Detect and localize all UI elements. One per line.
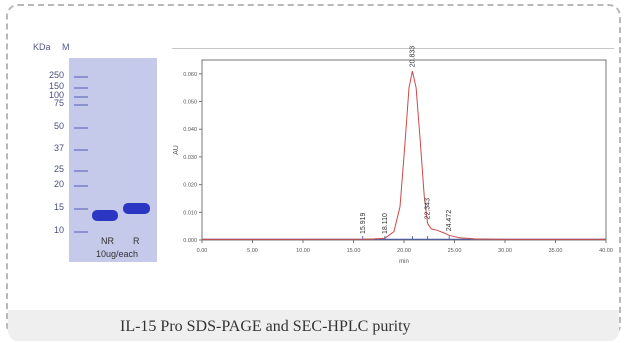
marker-label-37: 37 xyxy=(53,143,64,153)
marker-band xyxy=(74,87,88,89)
marker-label-25: 25 xyxy=(53,164,64,174)
x-tick-label: 0.00 xyxy=(197,248,208,254)
x-tick-label: 40.00 xyxy=(599,248,613,254)
gel-image xyxy=(69,58,157,262)
y-tick-label: 0.050 xyxy=(183,100,197,106)
sds-page-gel-panel: KDa M xyxy=(14,38,164,266)
chromatogram-trace xyxy=(201,70,606,240)
marker-band xyxy=(74,170,88,172)
gel-marker-label: M xyxy=(62,42,70,52)
peak-label-4: 24.472 xyxy=(446,210,453,232)
y-tick-label: 0.010 xyxy=(183,210,197,216)
marker-band xyxy=(74,185,88,187)
gel-load-label: 10ug/each xyxy=(96,249,139,259)
gel-unit-label: KDa xyxy=(33,42,51,52)
marker-label-250: 250 xyxy=(48,70,64,80)
chart-top-rule xyxy=(172,48,614,49)
marker-label-15: 15 xyxy=(53,202,64,212)
lane-label-nr: NR xyxy=(101,236,114,246)
marker-label-100: 100 xyxy=(48,90,64,100)
x-tick-label: 30.00 xyxy=(498,248,512,254)
figure-caption: IL-15 Pro SDS-PAGE and SEC-HPLC purity xyxy=(120,318,411,335)
marker-band xyxy=(74,231,88,233)
marker-label-75: 75 xyxy=(53,98,64,108)
marker-label-20: 20 xyxy=(53,179,64,189)
y-tick-label: 0.000 xyxy=(183,238,197,244)
marker-band xyxy=(74,208,88,210)
marker-label-50: 50 xyxy=(53,121,64,131)
x-tick-label: 5.00 xyxy=(247,248,258,254)
y-tick-label: 0.030 xyxy=(183,155,197,161)
marker-band xyxy=(74,104,88,106)
marker-band xyxy=(74,76,88,78)
x-axis-label: min xyxy=(399,259,409,265)
marker-label-10: 10 xyxy=(53,225,64,235)
x-tick-label: 20.00 xyxy=(397,248,411,254)
peak-label-1: 18.110 xyxy=(382,213,389,234)
marker-label-150: 150 xyxy=(48,81,64,91)
y-tick-label: 0.020 xyxy=(183,183,197,189)
protein-band-r xyxy=(123,203,150,214)
peak-label-2: 20.833 xyxy=(409,46,416,68)
caption-bar xyxy=(8,310,619,341)
protein-band-nr xyxy=(92,210,118,221)
x-tick-label: 10.00 xyxy=(296,248,310,254)
y-tick-label: 0.040 xyxy=(183,127,197,133)
marker-band xyxy=(74,96,88,98)
lane-label-r: R xyxy=(133,236,140,246)
y-axis-label: AU xyxy=(173,145,180,155)
peak-label-0: 15.919 xyxy=(360,212,367,234)
x-tick-label: 35.00 xyxy=(549,248,563,254)
y-tick-label: 0.060 xyxy=(183,72,197,78)
x-tick-label: 15.00 xyxy=(347,248,361,254)
x-tick-label: 25.00 xyxy=(448,248,462,254)
marker-band xyxy=(74,127,88,129)
marker-band xyxy=(74,149,88,151)
peak-label-3: 22.343 xyxy=(425,198,432,220)
